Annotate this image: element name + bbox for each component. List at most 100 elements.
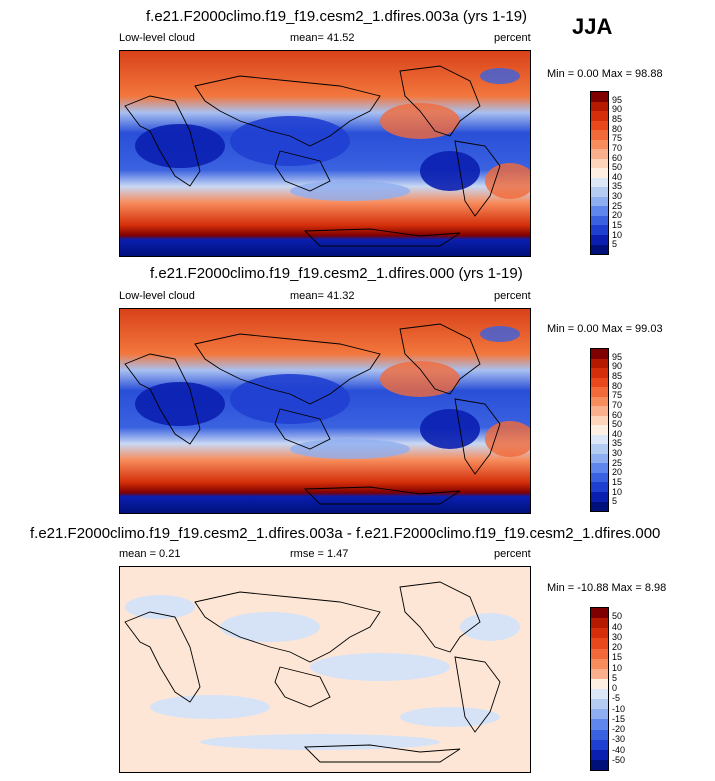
panel-2-variable-label: Low-level cloud <box>119 290 195 302</box>
panel-2-colorbar <box>590 348 609 512</box>
colorbar-swatch <box>591 234 608 245</box>
panel-1-stat-value: 41.52 <box>327 32 355 44</box>
colorbar-tick-label: 95 <box>612 94 623 105</box>
colorbar-tick-label: 20 <box>612 467 623 478</box>
colorbar-tick-label: 90 <box>612 361 623 372</box>
colorbar-tick-label: 75 <box>612 390 623 401</box>
colorbar-tick-label: 15 <box>612 220 623 231</box>
colorbar-swatch <box>591 709 608 720</box>
panel-3-colorbar <box>590 607 609 771</box>
colorbar-swatch <box>591 501 608 512</box>
colorbar-tick-label: 95 <box>612 351 623 362</box>
colorbar-tick-label: 15 <box>612 477 623 488</box>
panel-3-title: f.e21.F2000climo.f19_f19.cesm2_1.dfires.… <box>30 525 661 542</box>
panel-1-colorbar-labels: 95 90 85 80 75 70 60 50 40 35 30 25 20 15 10 5 <box>612 91 642 255</box>
colorbar-swatch <box>591 729 608 740</box>
colorbar-swatch <box>591 491 608 502</box>
colorbar-tick-label: 30 <box>612 448 623 459</box>
colorbar-tick-label: -5 <box>612 693 621 704</box>
panel-3-stat-value: 1.47 <box>326 548 349 560</box>
colorbar-swatch <box>591 387 608 397</box>
colorbar-swatch <box>591 177 608 188</box>
colorbar-swatch <box>591 739 608 750</box>
panel-1-map-svg <box>120 51 530 256</box>
colorbar-swatch <box>591 196 608 207</box>
colorbar-swatch <box>591 358 608 369</box>
colorbar-tick-label: 25 <box>612 457 623 468</box>
colorbar-swatch <box>591 168 608 178</box>
colorbar-swatch <box>591 425 608 435</box>
colorbar-swatch <box>591 130 608 140</box>
colorbar-tick-label: 80 <box>612 123 623 134</box>
panel-1-map <box>119 50 531 257</box>
colorbar-tick-label: 35 <box>612 438 623 449</box>
panel-2-units: percent <box>494 290 531 302</box>
colorbar-tick-label: -10 <box>612 703 626 714</box>
colorbar-tick-label: 25 <box>612 200 623 211</box>
season-label: JJA <box>572 14 613 39</box>
panel-3-map <box>119 566 531 773</box>
colorbar-swatch <box>591 689 608 700</box>
panel-2-map-svg <box>120 309 530 513</box>
colorbar-swatch <box>591 206 608 216</box>
colorbar-tick-label: -20 <box>612 724 626 734</box>
colorbar-swatch <box>591 444 608 454</box>
colorbar-swatch <box>591 668 608 679</box>
panel-3-colorbar-cells <box>591 608 608 770</box>
colorbar-swatch <box>591 719 608 730</box>
colorbar-swatch <box>591 678 608 689</box>
colorbar-swatch <box>591 101 608 112</box>
panel-3-map-svg <box>120 567 530 772</box>
colorbar-swatch <box>591 396 608 407</box>
colorbar-tick-label: 10 <box>612 486 623 497</box>
panel-3-units: percent <box>494 548 531 560</box>
colorbar-tick-label: 60 <box>612 409 623 420</box>
colorbar-tick-label: 40 <box>612 428 623 439</box>
panel-1-colorbar <box>590 91 609 255</box>
colorbar-tick-label: -40 <box>612 744 626 755</box>
colorbar-swatch <box>591 120 608 131</box>
colorbar-swatch <box>591 377 608 388</box>
colorbar-swatch <box>591 225 608 235</box>
colorbar-tick-label: 75 <box>612 133 623 144</box>
colorbar-tick-label: 0 <box>612 683 618 693</box>
panel-3-stat: rmse = 1.47 <box>290 548 348 560</box>
colorbar-tick-label: 30 <box>612 631 623 642</box>
colorbar-swatch <box>591 699 608 710</box>
panel-2-stat: mean= 41.32 <box>290 290 355 302</box>
colorbar-tick-label: 10 <box>612 662 623 673</box>
colorbar-swatch <box>591 658 608 669</box>
colorbar-swatch <box>591 139 608 150</box>
colorbar-tick-label: 15 <box>612 652 623 663</box>
panel-2-colorbar-cells <box>591 349 608 512</box>
colorbar-swatch <box>591 463 608 473</box>
colorbar-swatch <box>591 92 608 102</box>
colorbar-swatch <box>591 608 608 619</box>
colorbar-tick-label: 20 <box>612 642 623 652</box>
colorbar-tick-label: 60 <box>612 152 623 163</box>
colorbar-tick-label: 85 <box>612 113 623 124</box>
panel-1-title: f.e21.F2000climo.f19_f19.cesm2_1.dfires.… <box>146 8 528 25</box>
colorbar-swatch <box>591 759 608 770</box>
colorbar-swatch <box>591 215 608 226</box>
colorbar-tick-label: 50 <box>612 419 623 430</box>
panel-1-minmax: Min = 0.00 Max = 98.88 <box>547 68 663 80</box>
colorbar-tick-label: -15 <box>612 713 626 724</box>
colorbar-swatch <box>591 158 608 169</box>
colorbar-swatch <box>591 434 608 445</box>
panel-1-stat-label: mean= <box>290 32 327 44</box>
colorbar-tick-label: 50 <box>612 611 623 622</box>
panel-3-stat-label: rmse = <box>290 548 327 560</box>
colorbar-swatch <box>591 618 608 629</box>
panel-2-minmax: Min = 0.00 Max = 99.03 <box>547 323 663 335</box>
colorbar-swatch <box>591 111 608 121</box>
colorbar-tick-label: 70 <box>612 399 623 410</box>
colorbar-swatch <box>591 638 608 649</box>
colorbar-tick-label: 50 <box>612 162 623 173</box>
colorbar-swatch <box>591 472 608 483</box>
colorbar-swatch <box>591 187 608 197</box>
colorbar-tick-label: 20 <box>612 210 623 221</box>
colorbar-tick-label: 90 <box>612 104 623 115</box>
colorbar-swatch <box>591 349 608 359</box>
panel-3-minmax: Min = -10.88 Max = 8.98 <box>547 582 667 594</box>
